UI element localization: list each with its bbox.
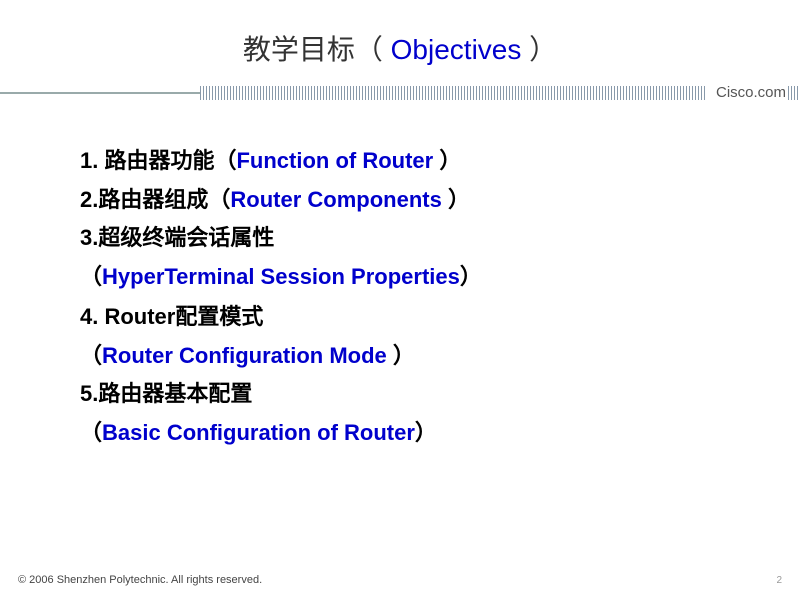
list-sub: （Router Configuration Mode ）	[80, 337, 760, 376]
sub-close: ）	[415, 420, 437, 445]
title-cn: 教学目标（	[243, 34, 383, 65]
item-cn: 路由器基本配置	[98, 381, 252, 406]
item-cn: 配置模式	[175, 304, 263, 329]
item-en: Function of Router	[236, 148, 439, 173]
list-sub: （Basic Configuration of Router）	[80, 414, 760, 453]
sub-en: Router Configuration Mode	[102, 343, 393, 368]
item-cn: 超级终端会话属性	[98, 225, 274, 250]
list-item: 3.超级终端会话属性	[80, 219, 760, 258]
sub-open: （	[80, 420, 102, 445]
brand-label: Cisco.com	[706, 84, 786, 101]
sub-en: Basic Configuration of Router	[102, 420, 415, 445]
item-cn: 路由器组成（	[98, 187, 230, 212]
header-divider: Cisco.com	[0, 84, 800, 112]
footer-copyright: © 2006 Shenzhen Polytechnic. All rights …	[18, 574, 262, 586]
list-item: 2.路由器组成（Router Components ）	[80, 181, 760, 220]
footer-page: 2	[776, 575, 782, 586]
footer: © 2006 Shenzhen Polytechnic. All rights …	[18, 574, 782, 586]
title-en: Objectives	[383, 34, 529, 65]
list-item: 4. Router配置模式	[80, 298, 760, 337]
sub-open: （	[80, 343, 102, 368]
item-en: Router Components	[230, 187, 448, 212]
sub-close: ）	[393, 343, 415, 368]
slide-title: 教学目标（ Objectives ）	[0, 0, 800, 78]
item-num: 4.	[80, 304, 104, 329]
sub-en: HyperTerminal Session Properties	[102, 264, 460, 289]
item-en-lead: Router	[104, 304, 175, 329]
item-close: ）	[439, 148, 461, 173]
title-close: ）	[529, 34, 557, 65]
content-list: 1. 路由器功能（Function of Router ） 2.路由器组成（Ro…	[0, 112, 800, 452]
list-sub: （HyperTerminal Session Properties）	[80, 258, 760, 297]
sub-open: （	[80, 264, 102, 289]
item-num: 1.	[80, 148, 104, 173]
item-num: 2.	[80, 187, 98, 212]
list-item: 1. 路由器功能（Function of Router ）	[80, 142, 760, 181]
sub-close: ）	[460, 264, 482, 289]
item-num: 5.	[80, 381, 98, 406]
item-close: ）	[448, 187, 470, 212]
list-item: 5.路由器基本配置	[80, 375, 760, 414]
item-num: 3.	[80, 225, 98, 250]
item-cn: 路由器功能（	[104, 148, 236, 173]
